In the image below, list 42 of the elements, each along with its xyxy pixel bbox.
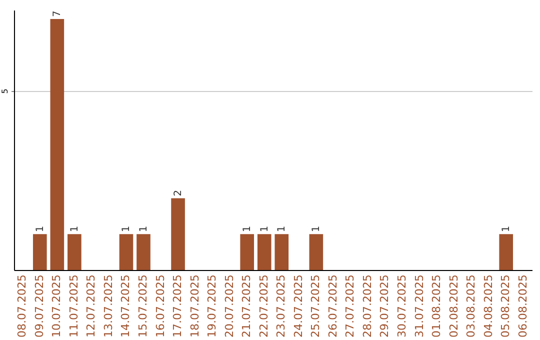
x-tick-label: 16.07.2025 [154, 274, 167, 338]
x-tick-label: 08.07.2025 [16, 274, 29, 338]
data-label: 1 [242, 226, 254, 232]
data-label: 1 [259, 226, 270, 232]
data-label: 1 [276, 226, 288, 232]
data-label: 2 [173, 190, 184, 196]
data-label: 1 [138, 226, 150, 232]
x-tick-label: 24.07.2025 [292, 274, 305, 338]
x-tick-label: 13.07.2025 [102, 274, 115, 338]
x-tick-label: 27.07.2025 [344, 274, 357, 338]
x-tick-label: 10.07.2025 [50, 274, 64, 338]
data-label: 1 [501, 226, 512, 232]
y-tick-label: 5 [0, 88, 10, 94]
x-tick-label: 05.08.2025 [499, 274, 512, 338]
x-tick-label: 09.07.2025 [32, 274, 46, 338]
x-tick-label: 26.07.2025 [326, 274, 340, 338]
data-label: 7 [52, 10, 64, 17]
data-label: 1 [69, 226, 80, 232]
x-tick-label: 28.07.2025 [360, 274, 374, 338]
data-label: 1 [121, 226, 132, 232]
x-tick-label: 29.07.2025 [378, 274, 392, 338]
x-tick-label: 15.07.2025 [136, 274, 150, 338]
x-tick-label: 25.07.2025 [309, 274, 322, 338]
x-tick-label: 03.08.2025 [464, 274, 478, 338]
x-tick-label: 30.07.2025 [396, 274, 408, 338]
x-tick-label: 14.07.2025 [119, 274, 132, 338]
x-tick-label: 22.07.2025 [257, 274, 270, 338]
x-tick-label: 20.07.2025 [222, 274, 236, 338]
x-tick-label: 12.07.2025 [84, 274, 98, 338]
data-label: 1 [311, 226, 322, 232]
x-tick-label: 02.08.2025 [447, 274, 460, 338]
x-tick-label: 11.07.2025 [67, 274, 80, 338]
x-tick-label: 01.08.2025 [430, 274, 444, 338]
x-tick-label: 19.07.2025 [206, 274, 219, 338]
x-tick-label: 04.08.2025 [482, 274, 495, 338]
data-label: 1 [34, 226, 46, 232]
x-tick-label: 17.07.2025 [171, 274, 184, 338]
x-tick-label: 31.07.2025 [412, 274, 426, 338]
x-tick-label: 18.07.2025 [188, 274, 202, 338]
x-tick-label: 21.07.2025 [240, 274, 254, 338]
x-tick-label: 06.08.2025 [516, 274, 530, 338]
x-tick-label: 23.07.2025 [274, 274, 288, 338]
